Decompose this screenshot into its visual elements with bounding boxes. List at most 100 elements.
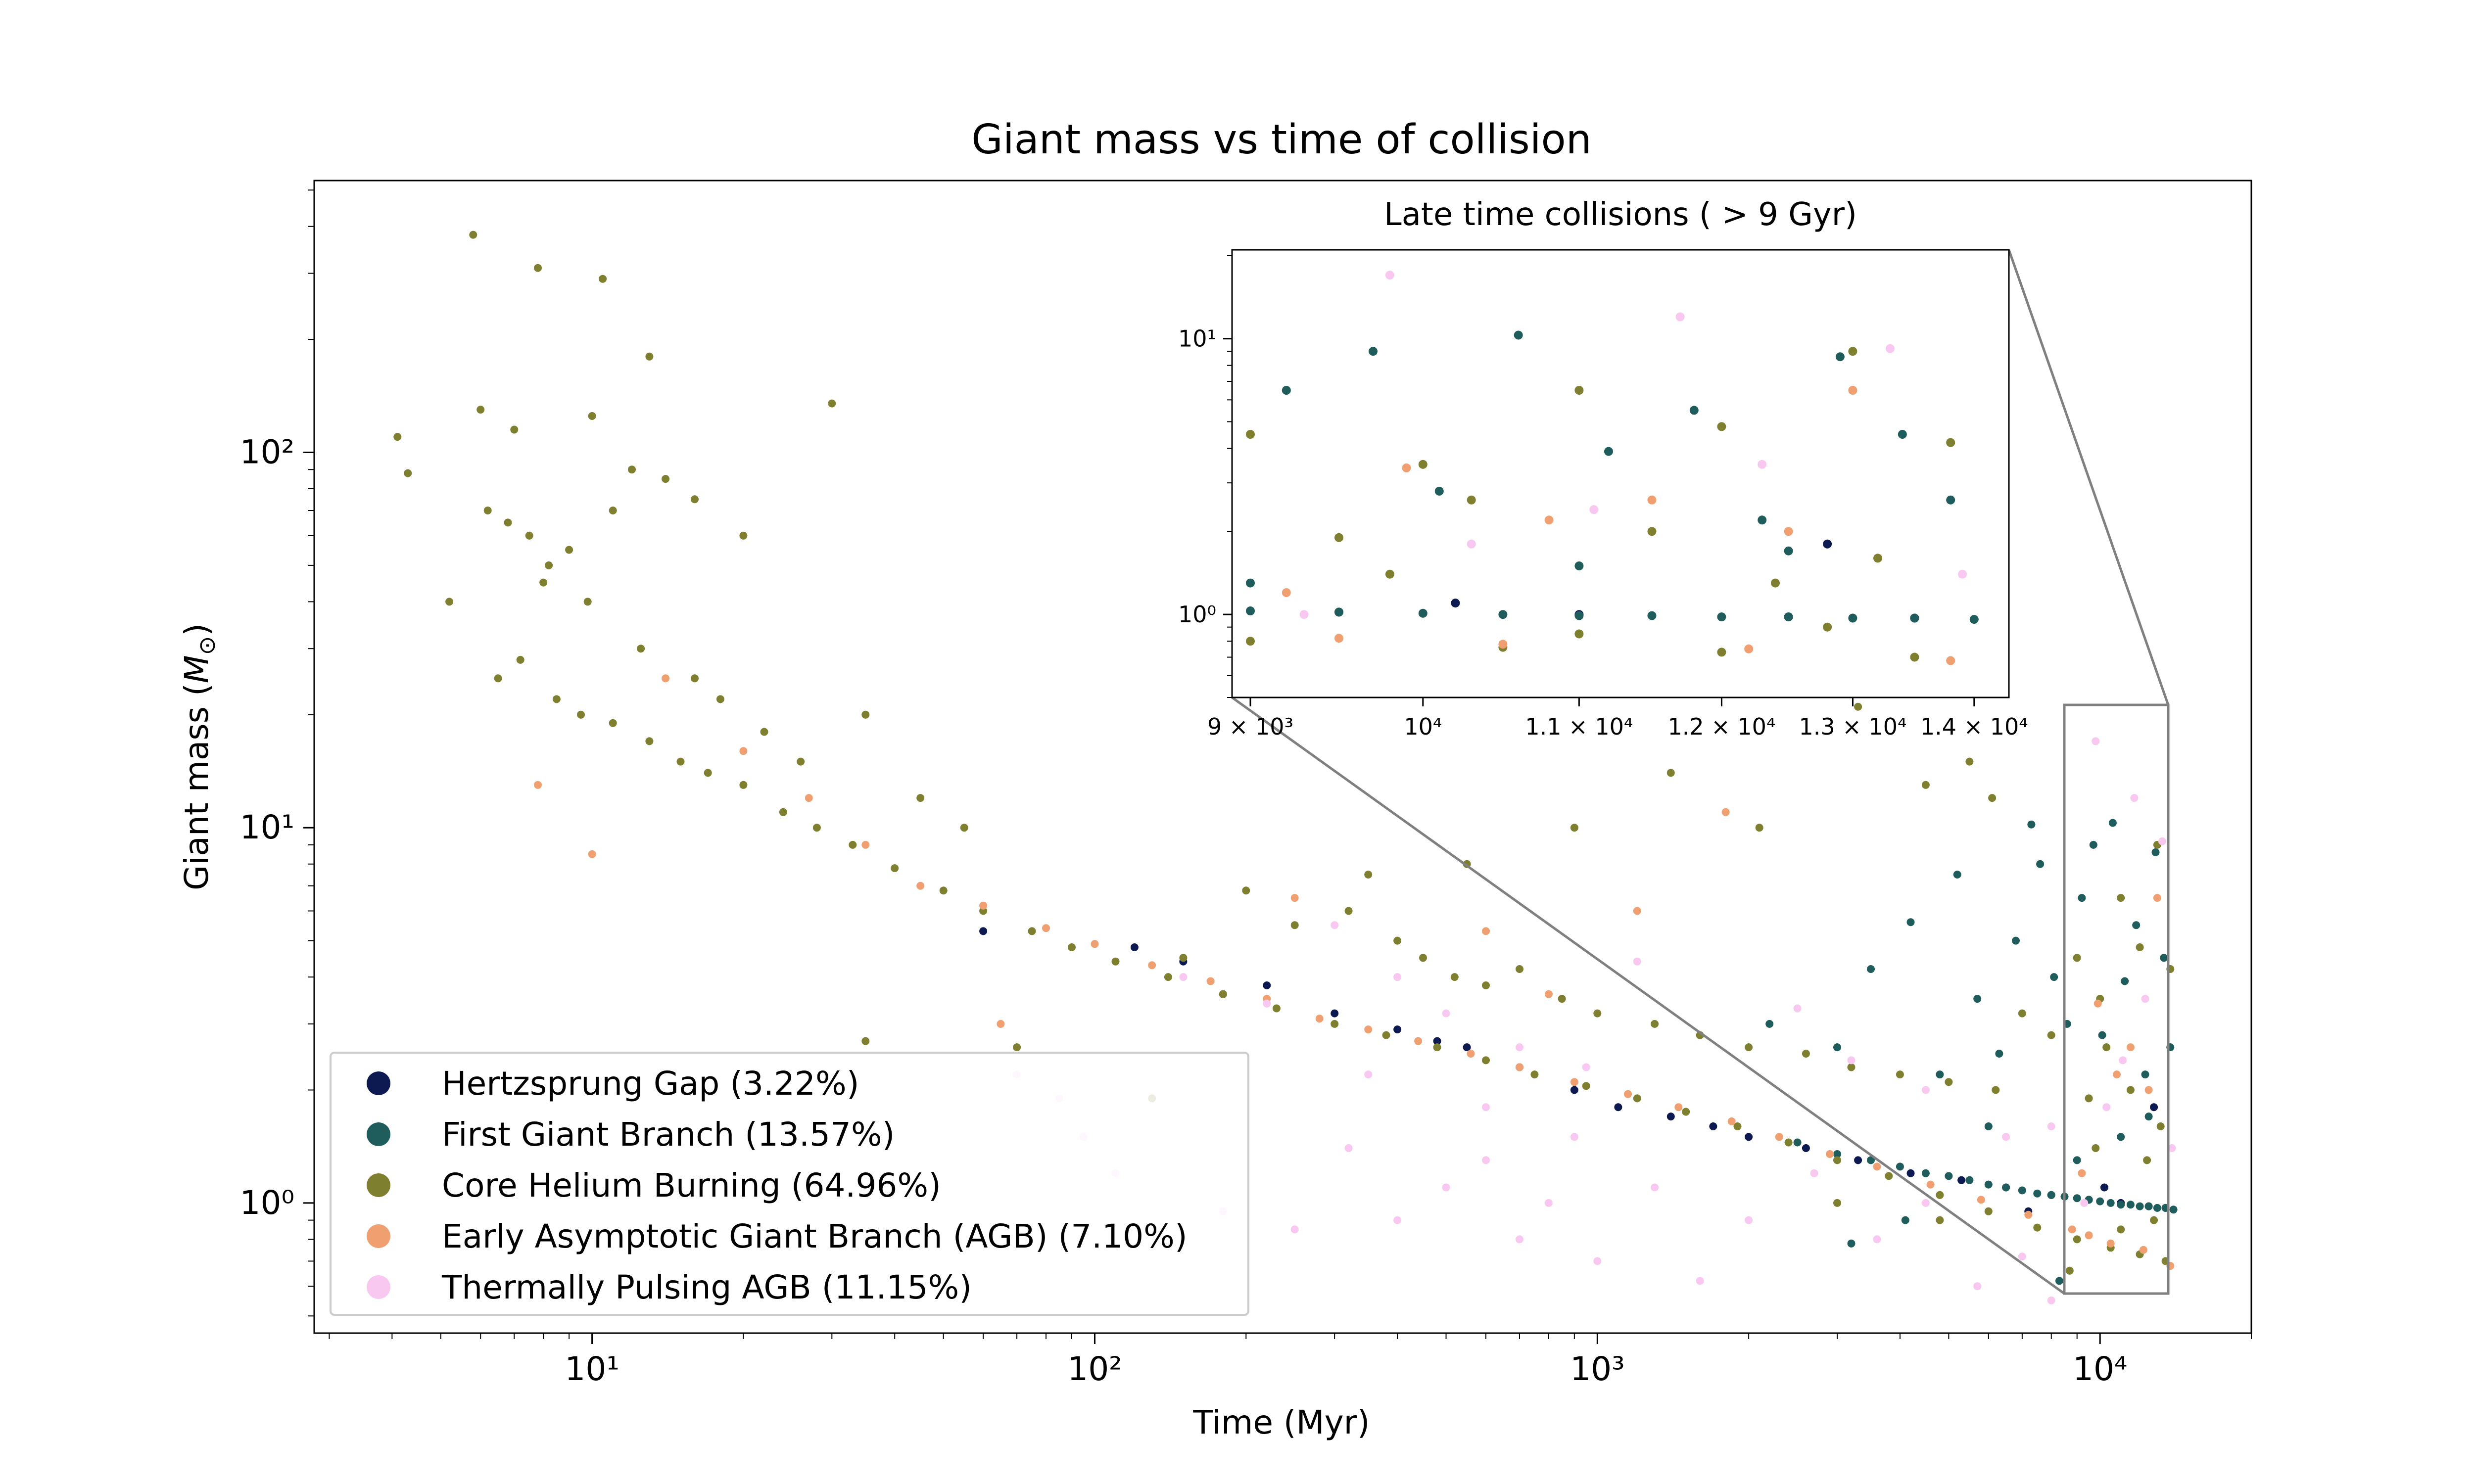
point-tpagb bbox=[1873, 1235, 1881, 1244]
point-fgb bbox=[1847, 1239, 1856, 1248]
point-tpagb bbox=[1393, 1216, 1402, 1224]
point-tpagb bbox=[1364, 1070, 1373, 1079]
point-chb bbox=[916, 794, 925, 802]
point-hg bbox=[1463, 1043, 1471, 1052]
point-chb bbox=[676, 757, 685, 766]
point-fgb bbox=[2078, 894, 2086, 902]
point-chb bbox=[2018, 1009, 2026, 1018]
point-hg bbox=[1745, 1133, 1753, 1141]
point-tpagb bbox=[1633, 957, 1641, 966]
point-tpagb bbox=[2092, 737, 2100, 745]
inset-point-fgb bbox=[1848, 613, 1857, 623]
point-chb bbox=[739, 531, 748, 540]
inset-point-eagb bbox=[1544, 515, 1554, 525]
point-chb bbox=[1582, 1082, 1590, 1090]
point-chb bbox=[1896, 1070, 1904, 1079]
point-chb bbox=[1013, 1043, 1021, 1052]
point-eagb bbox=[1042, 924, 1050, 932]
point-tpagb bbox=[1696, 1277, 1704, 1285]
point-fgb bbox=[1973, 995, 1982, 1003]
inset-point-eagb bbox=[1946, 656, 1955, 665]
point-chb bbox=[1219, 990, 1227, 998]
point-tpagb bbox=[1516, 1235, 1523, 1244]
point-chb bbox=[469, 231, 477, 239]
point-fgb bbox=[2160, 954, 2168, 962]
inset-point-fgb bbox=[1784, 546, 1793, 556]
point-chb bbox=[1364, 871, 1373, 879]
point-hg bbox=[1393, 1025, 1402, 1034]
inset-point-fgb bbox=[1647, 611, 1657, 620]
point-chb bbox=[516, 655, 524, 664]
point-fgb bbox=[2055, 1277, 2063, 1285]
legend-label-hg: Hertzsprung Gap (3.22%) bbox=[442, 1065, 859, 1103]
point-hg bbox=[1570, 1086, 1578, 1094]
point-chb bbox=[2073, 1235, 2081, 1244]
point-chb bbox=[861, 1037, 870, 1045]
point-fgb bbox=[2144, 1202, 2153, 1210]
point-tpagb bbox=[1393, 973, 1402, 981]
point-eagb bbox=[534, 781, 542, 789]
point-chb bbox=[797, 757, 805, 766]
point-hg bbox=[1957, 1176, 1966, 1184]
inset-chart: 9 × 10³ 10⁴ 1.1 × 10⁴ 1.2 × 10⁴ 1.3 × 10⁴ 1.4… bbox=[1178, 196, 2028, 740]
point-eagb bbox=[997, 1020, 1005, 1028]
point-chb bbox=[1419, 954, 1427, 962]
point-fgb bbox=[2121, 977, 2129, 985]
y-tick-label: 10¹ bbox=[240, 808, 294, 846]
point-fgb bbox=[2050, 973, 2058, 981]
point-chb bbox=[1516, 965, 1523, 973]
point-chb bbox=[2073, 954, 2081, 962]
point-chb bbox=[1344, 907, 1353, 915]
point-chb bbox=[1593, 1009, 1602, 1018]
point-tpagb bbox=[2080, 1199, 2089, 1207]
inset-point-eagb bbox=[1498, 640, 1508, 649]
point-chb bbox=[494, 674, 502, 683]
point-tpagb bbox=[1442, 1183, 1450, 1192]
plot-area-frame bbox=[313, 180, 2252, 1334]
point-fgb bbox=[1833, 1043, 1841, 1052]
point-eagb bbox=[2139, 1246, 2147, 1254]
point-chb bbox=[1242, 886, 1250, 895]
inset-point-eagb bbox=[1402, 463, 1411, 472]
point-tpagb bbox=[1570, 1133, 1578, 1141]
point-eagb bbox=[2153, 894, 2161, 902]
point-chb bbox=[1936, 1216, 1944, 1224]
point-chb bbox=[476, 406, 485, 414]
point-eagb bbox=[1826, 1150, 1834, 1158]
point-chb bbox=[1784, 1138, 1793, 1147]
point-chb bbox=[1733, 1122, 1742, 1130]
point-eagb bbox=[1544, 990, 1553, 998]
point-hg bbox=[1666, 1113, 1675, 1121]
point-tpagb bbox=[2102, 1103, 2111, 1112]
y-axis-label-unit: M bbox=[178, 655, 216, 683]
point-eagb bbox=[1091, 940, 1099, 948]
point-hg bbox=[1709, 1122, 1717, 1130]
inset-y-tick-label: 10⁰ bbox=[1178, 601, 1216, 628]
point-chb bbox=[1984, 1207, 1993, 1215]
x-tick-label: 10² bbox=[1067, 1350, 1122, 1388]
point-chb bbox=[2136, 943, 2144, 951]
legend-label-tpagb: Thermally Pulsing AGB (11.15%) bbox=[441, 1268, 972, 1306]
point-tpagb bbox=[1263, 999, 1271, 1008]
legend-items: Hertzsprung Gap (3.22%) First Giant Branc… bbox=[367, 1065, 1188, 1306]
inset-point-chb bbox=[1385, 569, 1394, 579]
point-tpagb bbox=[2002, 1133, 2010, 1141]
inset-point-fgb bbox=[1910, 613, 1919, 623]
point-chb bbox=[510, 425, 519, 434]
point-eagb bbox=[2144, 1086, 2153, 1094]
point-tpagb bbox=[2158, 837, 2166, 845]
legend-label-chb: Core Helium Burning (64.96%) bbox=[442, 1166, 941, 1205]
point-fgb bbox=[1995, 1050, 2003, 1058]
legend-marker-chb bbox=[367, 1173, 390, 1197]
point-chb bbox=[565, 546, 573, 554]
point-fgb bbox=[2073, 1194, 2081, 1203]
point-fgb bbox=[1936, 1070, 1944, 1079]
point-eagb bbox=[1315, 1015, 1324, 1023]
point-fgb bbox=[1906, 918, 1915, 927]
point-tpagb bbox=[1651, 1183, 1659, 1192]
point-tpagb bbox=[1921, 1199, 1930, 1207]
inset-axes: 9 × 10³ 10⁴ 1.1 × 10⁴ 1.2 × 10⁴ 1.3 × 10⁴ 1.4… bbox=[1178, 255, 2028, 740]
x-tick-label: 10³ bbox=[1570, 1350, 1624, 1388]
inset-x-tick-label: 1.3 × 10⁴ bbox=[1799, 713, 1906, 740]
